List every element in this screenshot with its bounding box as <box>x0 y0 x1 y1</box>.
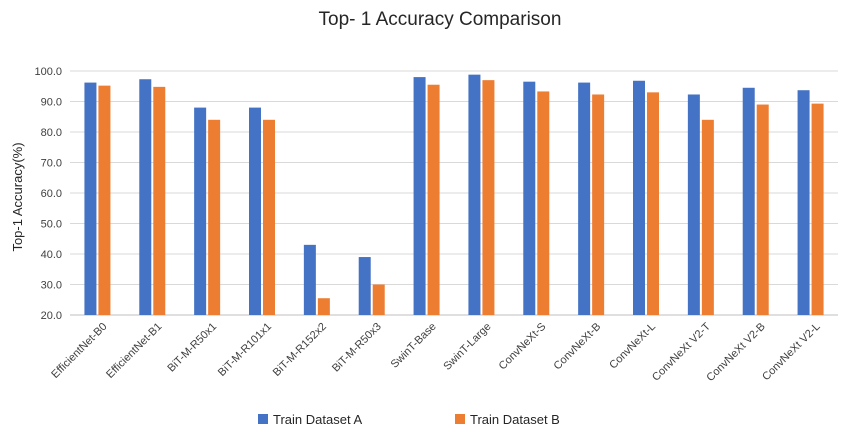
bar-train-dataset-b <box>263 119 275 315</box>
x-tick-label: ConvNeXt-L <box>607 321 658 372</box>
legend-swatch <box>455 414 465 424</box>
gridlines <box>70 70 838 316</box>
x-tick-label: EfficientNet-B0 <box>49 321 109 381</box>
bar-train-dataset-b <box>317 298 330 315</box>
bar-train-dataset-b <box>98 85 111 315</box>
x-tick-label: EfficientNet-B1 <box>104 321 164 381</box>
x-tick-label: BiT-M-R152x2 <box>271 321 329 379</box>
bar-train-dataset-b <box>153 86 166 315</box>
bar-train-dataset-b <box>372 284 385 315</box>
y-tick-label: 60.0 <box>41 188 62 200</box>
legend: Train Dataset A Train Dataset B <box>258 412 560 427</box>
bars <box>84 74 824 316</box>
bar-train-dataset-a <box>633 80 645 315</box>
bar-train-dataset-b <box>701 119 714 315</box>
bar-train-dataset-a <box>139 79 152 315</box>
bar-train-dataset-b <box>811 103 824 315</box>
x-tick-label: ConvNeXt V2-T <box>650 320 713 383</box>
bar-train-dataset-a <box>84 82 97 315</box>
y-tick-label: 100.0 <box>34 66 62 78</box>
y-tick-label: 80.0 <box>41 127 62 139</box>
bar-train-dataset-b <box>482 80 495 316</box>
x-tick-label: ConvNeXt V2-B <box>704 321 767 384</box>
legend-label: Train Dataset B <box>470 412 560 427</box>
bar-train-dataset-b <box>427 84 440 315</box>
y-tick-label: 50.0 <box>41 219 62 231</box>
x-tick-label: ConvNeXt V2-L <box>760 321 823 384</box>
bar-train-dataset-b <box>592 94 605 315</box>
bar-train-dataset-a <box>687 94 700 315</box>
bar-train-dataset-a <box>523 81 536 315</box>
bar-train-dataset-a <box>797 90 810 315</box>
x-tick-label: ConvNeXt-S <box>497 321 549 373</box>
x-tick-label: BiT-M-R101x1 <box>216 321 274 379</box>
x-tick-label: BiT-M-R50x1 <box>165 321 219 375</box>
y-tick-label: 20.0 <box>41 310 62 322</box>
chart-title: Top- 1 Accuracy Comparison <box>319 9 562 30</box>
x-tick-label: SwinT-Base <box>389 321 439 371</box>
y-tick-label: 70.0 <box>41 158 62 170</box>
y-tick-label: 90.0 <box>41 97 62 109</box>
x-tick-label: SwinT-Large <box>441 321 493 373</box>
bar-train-dataset-a <box>303 244 316 315</box>
y-axis-label: Top-1 Accuracy(%) <box>10 142 25 251</box>
bar-train-dataset-a <box>249 107 261 315</box>
x-tick-label: BiT-M-R50x3 <box>330 321 384 375</box>
bar-train-dataset-a <box>578 82 591 315</box>
bar-train-dataset-b <box>208 119 221 315</box>
x-tick-label: ConvNeXt-B <box>552 321 604 373</box>
y-tick-labels: 20.0 30.0 40.0 50.0 60.0 70.0 80.0 90.0 100.0 <box>34 66 62 322</box>
legend-swatch <box>258 414 268 424</box>
y-tick-label: 40.0 <box>41 249 62 261</box>
bar-train-dataset-b <box>537 91 550 315</box>
bar-train-dataset-b <box>756 104 769 315</box>
bar-train-dataset-a <box>413 77 426 315</box>
bar-train-dataset-a <box>358 257 371 315</box>
legend-label: Train Dataset A <box>273 412 362 427</box>
bar-train-dataset-b <box>647 92 659 315</box>
bar-train-dataset-a <box>468 74 481 315</box>
bar-train-dataset-a <box>194 107 207 315</box>
bar-train-dataset-a <box>742 87 755 316</box>
y-tick-label: 30.0 <box>41 280 62 292</box>
